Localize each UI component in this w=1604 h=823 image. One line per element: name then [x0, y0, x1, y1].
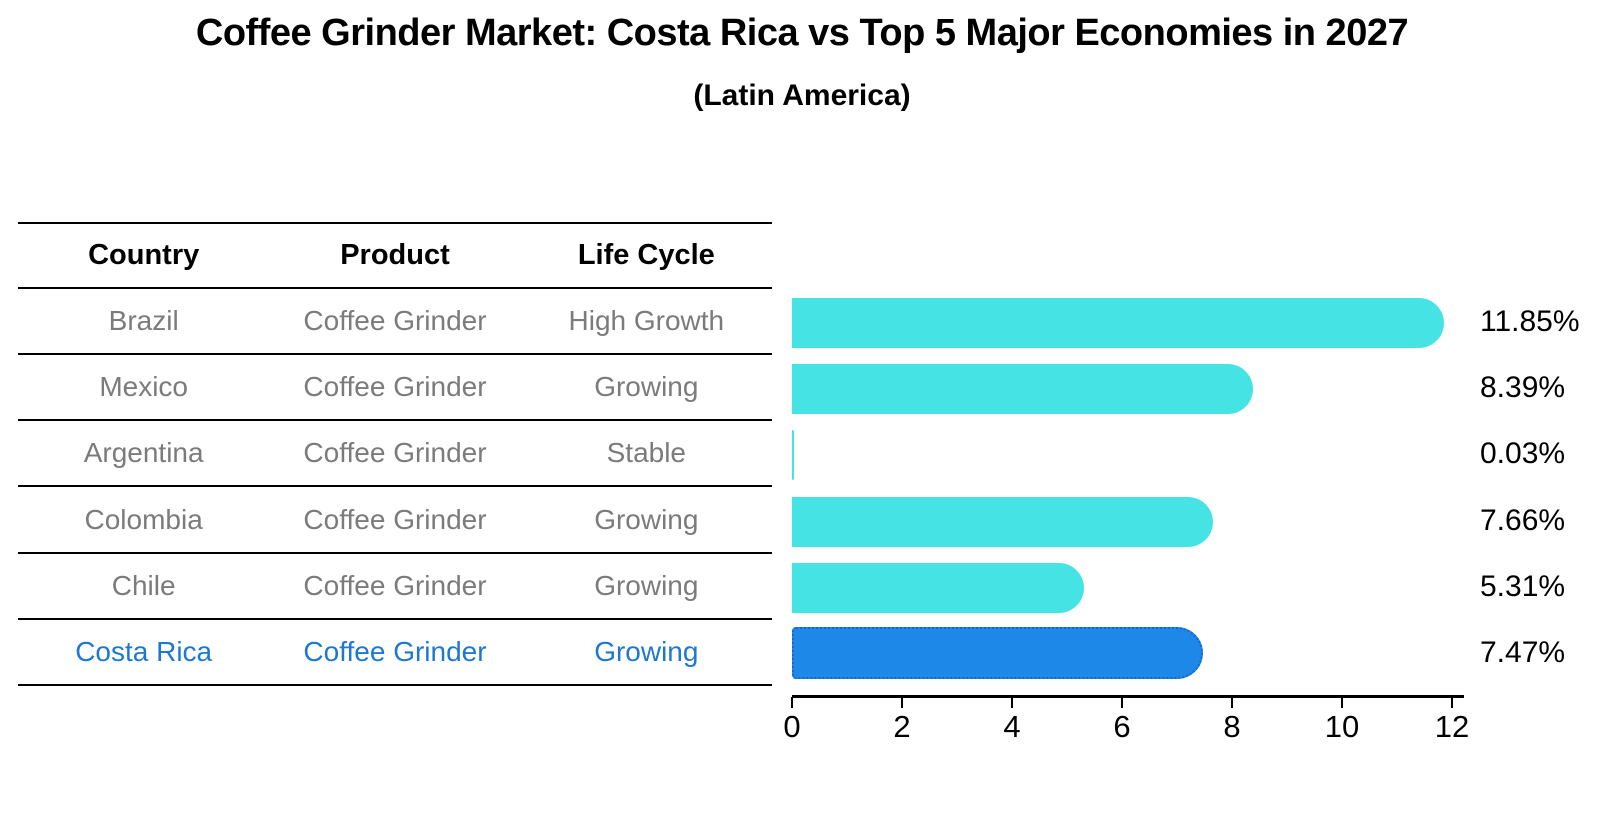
- bar-brazil: [792, 298, 1444, 348]
- table-row-chile: Chile Coffee Grinder Growing: [18, 554, 772, 620]
- cell-life-cycle: Growing: [594, 635, 699, 667]
- bar-value-label: 11.85%: [1480, 305, 1580, 339]
- bar-argentina: [792, 430, 794, 481]
- x-axis-tick-label: 12: [1434, 709, 1470, 744]
- cell-country: Chile: [111, 569, 176, 601]
- x-axis-tick-label: 2: [893, 709, 911, 744]
- cell-life-cycle: Growing: [594, 371, 699, 403]
- x-axis-tick: [901, 697, 903, 708]
- chart-subtitle: (Latin America): [693, 79, 911, 112]
- bar-value-label: 7.47%: [1480, 635, 1566, 669]
- column-header-country: Country: [88, 239, 200, 271]
- chart-title: Coffee Grinder Market: Costa Rica vs Top…: [195, 12, 1409, 54]
- cell-country: Mexico: [99, 371, 189, 403]
- bar-value-label: 8.39%: [1480, 371, 1566, 405]
- x-axis-tick: [1121, 697, 1123, 708]
- bar-chile: [792, 562, 1085, 613]
- cell-country: Costa Rica: [75, 635, 213, 667]
- x-axis-line: [792, 695, 1464, 698]
- cell-product: Coffee Grinder: [303, 635, 487, 667]
- bar-value-label: 0.03%: [1480, 437, 1566, 471]
- cell-life-cycle: Growing: [594, 569, 699, 601]
- bar-row-brazil: 11.85%: [792, 289, 1604, 355]
- x-axis-tick-label: 8: [1223, 709, 1241, 744]
- bar-row-colombia: 7.66%: [792, 488, 1604, 554]
- column-header-product: Product: [340, 239, 450, 271]
- x-axis-tick-label: 6: [1113, 709, 1131, 744]
- x-axis-tick: [1341, 697, 1343, 708]
- bar-row-argentina: 0.03%: [792, 421, 1604, 487]
- x-axis-tick-label: 4: [1003, 709, 1021, 744]
- country-table: Country Product Life Cycle Brazil Coffee…: [18, 222, 772, 686]
- bar-row-costa-rica: 7.47%: [792, 620, 1604, 686]
- cell-product: Coffee Grinder: [303, 371, 487, 403]
- cell-product: Coffee Grinder: [303, 437, 487, 469]
- table-row-mexico: Mexico Coffee Grinder Growing: [18, 355, 772, 422]
- x-axis-tick: [791, 697, 793, 708]
- cell-product: Coffee Grinder: [303, 305, 487, 337]
- bar-row-mexico: 8.39%: [792, 355, 1604, 421]
- x-axis-tick: [1451, 697, 1453, 708]
- cell-country: Brazil: [108, 305, 179, 337]
- bar-costa-rica: [792, 626, 1203, 679]
- cell-country: Argentina: [83, 437, 204, 469]
- x-axis: 0 2 4 6 8 10 12: [783, 695, 1469, 755]
- bar-row-chile: 5.31%: [792, 554, 1604, 620]
- bar-plot-area: 11.85% 8.39% 0.03% 7.66% 5.31% 7.47%: [792, 289, 1604, 686]
- bar-value-label: 5.31%: [1480, 569, 1566, 603]
- table-header-row: Country Product Life Cycle: [18, 224, 772, 289]
- table-row-argentina: Argentina Coffee Grinder Stable: [18, 421, 772, 488]
- cell-life-cycle: High Growth: [568, 305, 725, 337]
- cell-life-cycle: Stable: [606, 437, 687, 469]
- x-axis-tick: [1231, 697, 1233, 708]
- bar-mexico: [792, 364, 1254, 415]
- table-row-costa-rica: Costa Rica Coffee Grinder Growing: [18, 620, 772, 686]
- table-row-colombia: Colombia Coffee Grinder Growing: [18, 487, 772, 554]
- bar-value-label: 7.66%: [1480, 503, 1566, 537]
- x-axis-tick: [1011, 697, 1013, 708]
- x-axis-tick-label: 0: [783, 709, 801, 744]
- cell-life-cycle: Growing: [594, 503, 699, 535]
- cell-product: Coffee Grinder: [303, 503, 487, 535]
- table-row-brazil: Brazil Coffee Grinder High Growth: [18, 289, 772, 356]
- cell-product: Coffee Grinder: [303, 569, 487, 601]
- column-header-life-cycle: Life Cycle: [577, 239, 715, 271]
- bar-colombia: [792, 496, 1214, 547]
- cell-country: Colombia: [84, 503, 203, 535]
- x-axis-tick-label: 10: [1324, 709, 1360, 744]
